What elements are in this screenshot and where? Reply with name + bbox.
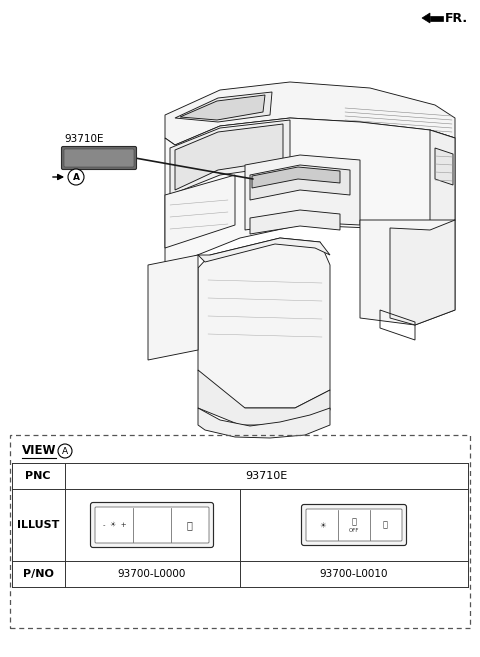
Text: 93700-L0010: 93700-L0010 bbox=[320, 569, 388, 579]
Text: OFF: OFF bbox=[349, 528, 359, 533]
Text: VIEW: VIEW bbox=[22, 445, 57, 457]
Polygon shape bbox=[198, 238, 330, 408]
Text: 93700-L0000: 93700-L0000 bbox=[118, 569, 186, 579]
Polygon shape bbox=[175, 92, 272, 122]
Polygon shape bbox=[390, 220, 455, 325]
Polygon shape bbox=[165, 175, 235, 248]
Text: ⛺: ⛺ bbox=[383, 520, 388, 530]
Polygon shape bbox=[435, 148, 453, 185]
FancyBboxPatch shape bbox=[301, 505, 407, 545]
Polygon shape bbox=[198, 408, 330, 438]
Polygon shape bbox=[252, 167, 340, 188]
Text: PNC: PNC bbox=[25, 471, 51, 481]
Text: 93710E: 93710E bbox=[64, 134, 104, 144]
FancyBboxPatch shape bbox=[306, 509, 402, 541]
Polygon shape bbox=[245, 155, 360, 230]
FancyBboxPatch shape bbox=[61, 147, 136, 170]
Circle shape bbox=[235, 195, 245, 205]
Polygon shape bbox=[198, 370, 330, 425]
Circle shape bbox=[68, 169, 84, 185]
Polygon shape bbox=[165, 118, 455, 265]
Text: A: A bbox=[72, 173, 80, 181]
Polygon shape bbox=[175, 124, 283, 190]
Polygon shape bbox=[170, 120, 290, 195]
Polygon shape bbox=[430, 130, 455, 230]
FancyBboxPatch shape bbox=[91, 503, 214, 547]
Text: P/NO: P/NO bbox=[23, 569, 53, 579]
FancyBboxPatch shape bbox=[95, 507, 209, 543]
Circle shape bbox=[230, 210, 246, 226]
Polygon shape bbox=[180, 95, 265, 120]
Polygon shape bbox=[250, 210, 340, 234]
Polygon shape bbox=[250, 165, 350, 200]
Text: ⛺: ⛺ bbox=[186, 520, 192, 530]
Text: A: A bbox=[62, 447, 68, 455]
Bar bbox=[10, 435, 470, 628]
Text: 93710E: 93710E bbox=[245, 471, 287, 481]
Polygon shape bbox=[360, 220, 455, 325]
Text: -  ☀  +: - ☀ + bbox=[103, 522, 126, 528]
Text: ILLUST: ILLUST bbox=[17, 520, 59, 530]
Circle shape bbox=[229, 189, 251, 211]
Polygon shape bbox=[148, 255, 198, 360]
Text: FR.: FR. bbox=[445, 12, 468, 24]
Text: ⛹: ⛹ bbox=[351, 518, 357, 526]
Polygon shape bbox=[422, 13, 430, 23]
Polygon shape bbox=[198, 238, 330, 262]
Polygon shape bbox=[165, 82, 455, 145]
FancyBboxPatch shape bbox=[64, 149, 134, 167]
Text: ☀: ☀ bbox=[319, 520, 326, 530]
Polygon shape bbox=[430, 16, 443, 20]
